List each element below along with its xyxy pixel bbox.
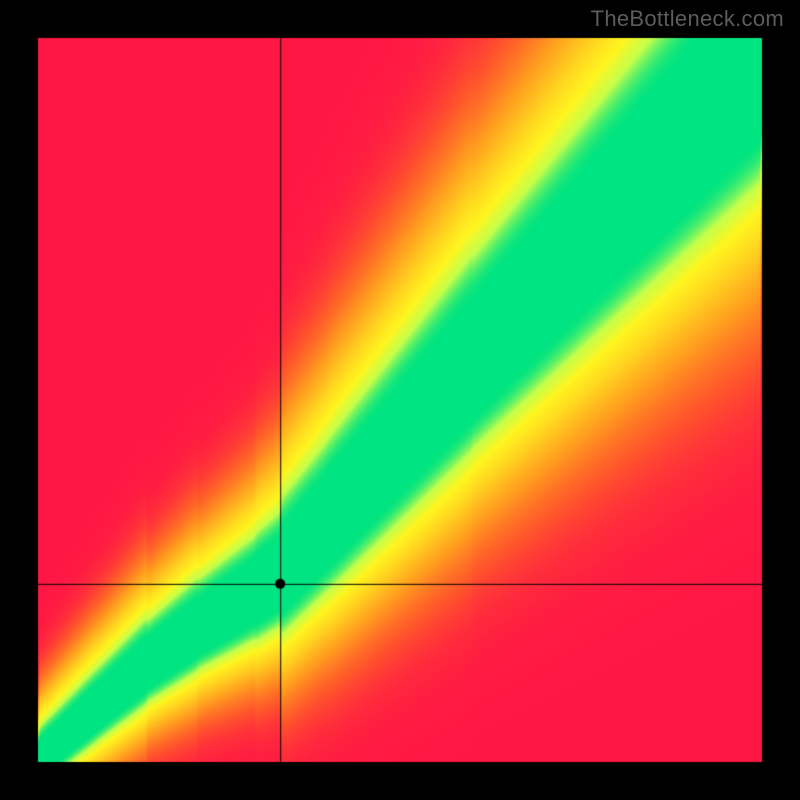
watermark-text: TheBottleneck.com <box>591 6 784 32</box>
bottleneck-heatmap-canvas <box>0 0 800 800</box>
chart-container: TheBottleneck.com <box>0 0 800 800</box>
